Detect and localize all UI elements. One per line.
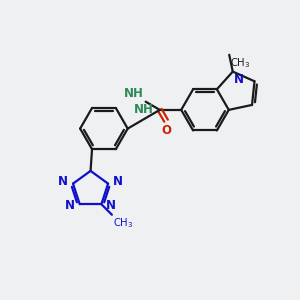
Text: O: O — [161, 124, 171, 137]
Text: NH: NH — [134, 103, 154, 116]
Text: NH: NH — [124, 87, 144, 100]
Text: N: N — [106, 199, 116, 212]
Text: N: N — [234, 73, 244, 86]
Text: CH$_3$: CH$_3$ — [113, 216, 134, 230]
Text: CH$_3$: CH$_3$ — [230, 56, 251, 70]
Text: N: N — [65, 199, 75, 212]
Text: N: N — [113, 175, 123, 188]
Text: N: N — [58, 175, 68, 188]
